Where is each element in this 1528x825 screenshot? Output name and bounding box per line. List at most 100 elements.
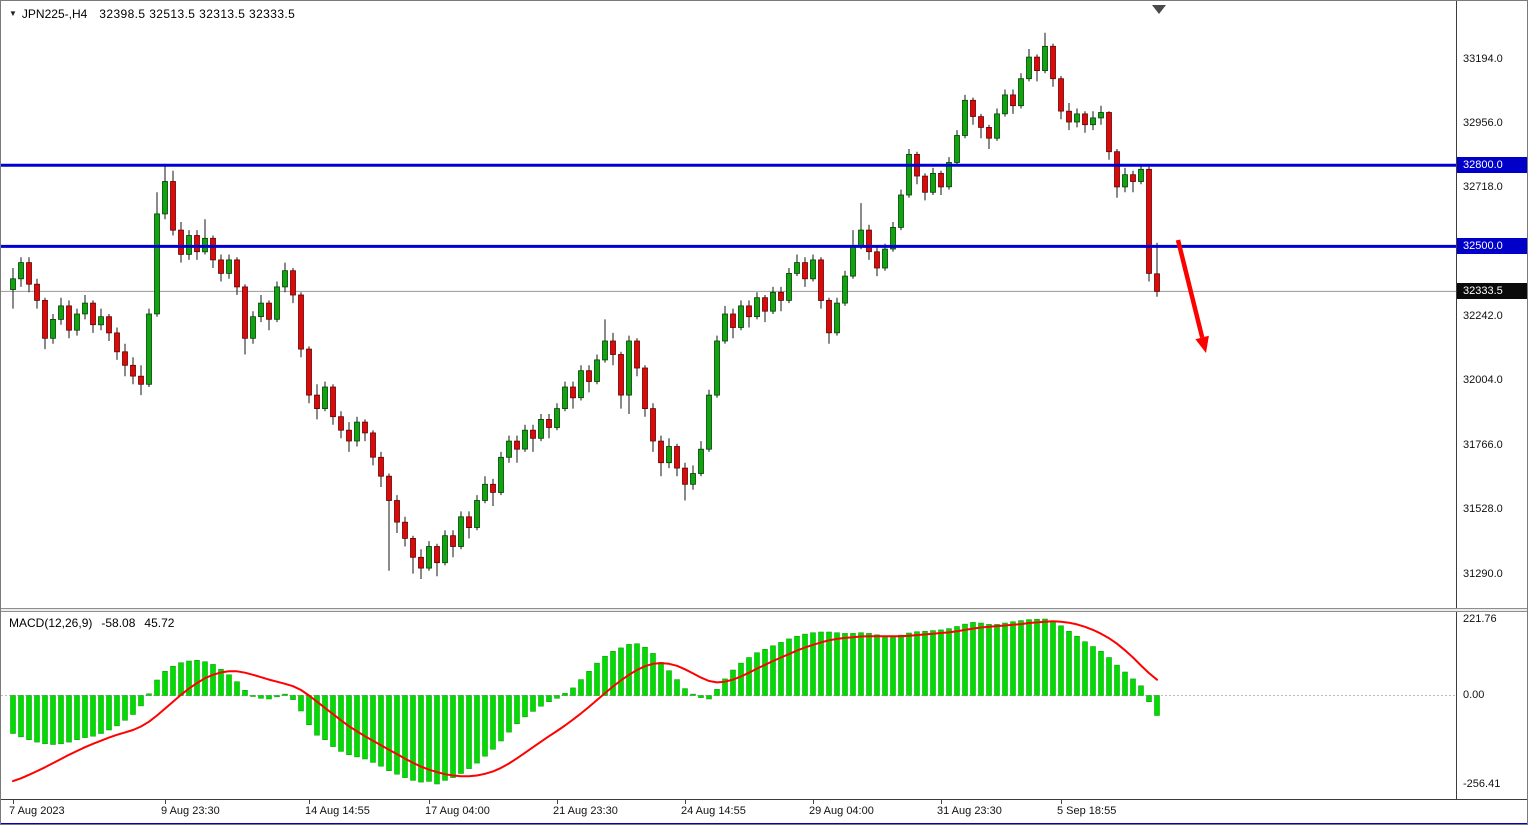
macd-histogram-bar [194,660,200,696]
time-tick [13,800,14,804]
chart-shift-marker-icon[interactable] [1152,5,1166,14]
macd-histogram-bar [1098,651,1104,696]
candle-down [1130,174,1136,182]
macd-histogram-bar [666,670,672,696]
candle-up [882,248,888,269]
candle-up [1002,94,1008,115]
candle-up [10,278,16,290]
macd-histogram-bar [370,695,376,763]
macd-histogram-bar [922,631,928,696]
price-axis[interactable]: 33194.0 32956.0 32718.0 32242.0 32004.0 31766… [1456,1,1527,799]
candle-down [242,286,248,339]
time-axis-separator [1,799,1527,800]
macd-histogram-bar [314,695,320,736]
time-label: 7 Aug 2023 [9,805,65,817]
candle-down [106,316,112,334]
time-label: 24 Aug 14:55 [681,805,746,817]
symbol-timeframe-label: JPN225-,H4 [21,7,88,21]
macd-histogram-bar [586,671,592,696]
macd-histogram-bar [90,695,96,737]
candle-down [778,291,784,301]
candle-down [586,370,592,382]
candle-up [58,305,64,320]
candle-up [226,259,232,274]
macd-histogram-bar [442,695,448,781]
candle-up [18,262,24,280]
macd-pane[interactable] [1,612,1456,799]
candle-down [650,408,656,442]
candle-down [130,364,136,377]
macd-indicator-label: MACD(12,26,9) -58.08 45.72 [9,616,183,630]
candle-up [322,386,328,410]
time-tick [429,800,430,804]
time-label: 17 Aug 04:00 [425,805,490,817]
candle-up [498,456,504,493]
macd-histogram-bar [210,664,216,696]
macd-histogram-bar [730,669,736,696]
macd-histogram-bar [154,679,160,696]
candle-up [354,421,360,442]
time-tick [813,800,814,804]
macd-histogram-bar [226,674,232,696]
candle-up [1138,168,1144,182]
candle-down [762,297,768,312]
candle-up [786,272,792,301]
macd-histogram-bar [674,679,680,696]
macd-histogram-bar [850,633,856,696]
candle-up [274,286,280,320]
macd-histogram-bar [378,695,384,767]
candle-up [154,213,160,315]
candle-down [450,535,456,547]
macd-signal-line [12,620,1158,783]
macd-histogram-bar [650,653,656,696]
candle-up [82,302,88,315]
candle-down [1010,94,1016,107]
candle-down [370,432,376,458]
macd-histogram-bar [162,671,168,696]
candle-down [378,456,384,477]
macd-histogram-bar [546,695,552,702]
time-label: 29 Aug 04:00 [809,805,874,817]
pane-divider[interactable] [1,608,1527,612]
candle-down [42,299,48,339]
candle-down [314,394,320,410]
candle-down [218,259,224,274]
candle-up [834,302,840,334]
macd-histogram-bar [1002,622,1008,696]
main-chart-pane[interactable] [1,1,1456,608]
candle-up [474,500,480,528]
macd-histogram-bar [458,695,464,774]
macd-histogram-bar [538,695,544,707]
candle-down [266,302,272,320]
candle-down [1066,110,1072,123]
macd-histogram-bar [1058,625,1064,696]
candle-up [690,473,696,485]
macd-histogram-bar [754,652,760,696]
macd-histogram-bar [98,695,104,734]
candle-up [1074,113,1080,123]
macd-histogram-bar [234,681,240,696]
macd-histogram-bar [1082,641,1088,696]
candle-down [986,127,992,139]
macd-histogram-bar [82,695,88,738]
macd-histogram-bar [434,695,440,785]
candle-up [994,113,1000,139]
macd-histogram-bar [658,662,664,696]
candle-up [794,262,800,274]
candle-up [482,483,488,501]
down-arrow-annotation[interactable] [1175,239,1205,339]
macd-histogram-bar [842,633,848,696]
macd-histogram-bar [610,651,616,696]
macd-histogram-bar [746,657,752,696]
macd-histogram-bar [770,645,776,696]
macd-histogram-bar [474,695,480,764]
candle-up [810,259,816,280]
macd-histogram-bar [138,695,144,707]
time-axis[interactable]: 7 Aug 2023 9 Aug 23:30 14 Aug 14:55 17 Aug … [1,800,1527,823]
candle-up [666,446,672,464]
macd-histogram-bar [626,644,632,696]
candle-up [1098,112,1104,119]
candle-up [538,418,544,439]
candle-down [1034,56,1040,71]
macd-histogram-bar [682,688,688,696]
